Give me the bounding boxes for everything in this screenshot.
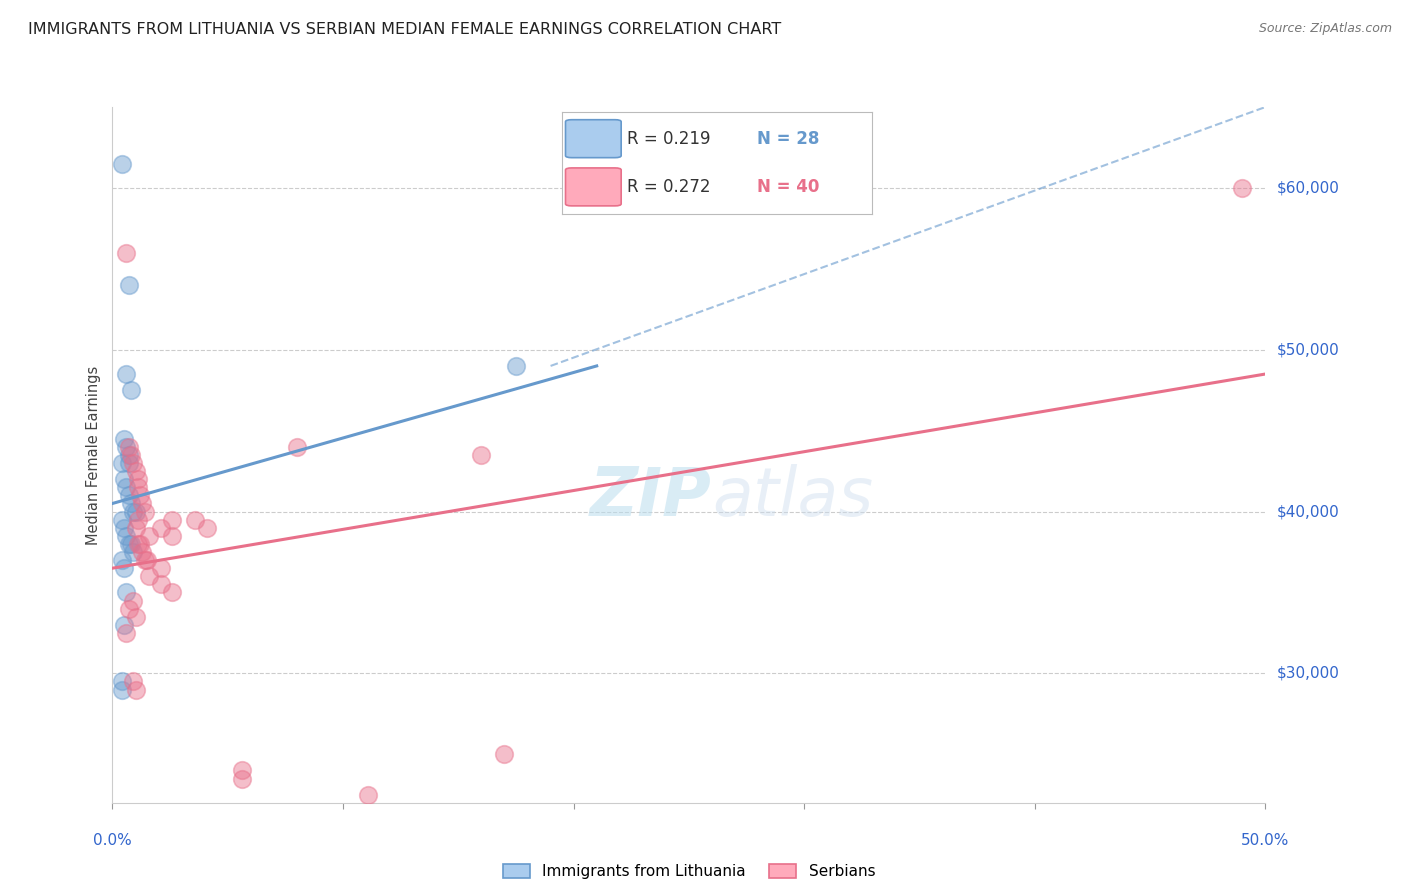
Point [124, 521, 146, 535]
Point [111, 553, 134, 567]
Point [129, 537, 152, 551]
Point [127, 513, 149, 527]
Text: $40,000: $40,000 [1277, 504, 1340, 519]
Point [117, 537, 139, 551]
Point [124, 504, 146, 518]
Text: 50.0%: 50.0% [1241, 833, 1289, 848]
Text: Source: ZipAtlas.com: Source: ZipAtlas.com [1258, 22, 1392, 36]
Point [117, 448, 139, 462]
Text: $30,000: $30,000 [1277, 665, 1340, 681]
Point [285, 440, 308, 454]
Point [111, 456, 134, 470]
Point [134, 553, 156, 567]
Point [122, 504, 145, 518]
Point [127, 472, 149, 486]
Point [162, 585, 184, 599]
Point [470, 448, 492, 462]
Point [162, 529, 184, 543]
Legend: Immigrants from Lithuania, Serbians: Immigrants from Lithuania, Serbians [496, 858, 882, 886]
Point [117, 278, 139, 293]
Point [117, 601, 139, 615]
FancyBboxPatch shape [565, 168, 621, 206]
FancyBboxPatch shape [565, 120, 621, 158]
Point [162, 513, 184, 527]
Point [195, 521, 218, 535]
Point [115, 245, 138, 260]
Point [112, 432, 135, 446]
Point [111, 513, 134, 527]
Point [131, 496, 153, 510]
Point [111, 674, 134, 689]
Point [131, 545, 153, 559]
Text: R = 0.272: R = 0.272 [627, 178, 711, 196]
Text: atlas: atlas [711, 464, 873, 530]
Point [134, 504, 156, 518]
Point [357, 788, 380, 802]
Point [184, 513, 207, 527]
Point [120, 537, 142, 551]
Point [231, 772, 253, 786]
Point [124, 682, 146, 697]
Point [127, 537, 149, 551]
Point [494, 747, 516, 762]
Text: 0.0%: 0.0% [93, 833, 132, 848]
Point [124, 609, 146, 624]
Point [115, 626, 138, 640]
Point [117, 456, 139, 470]
Text: ZIP: ZIP [591, 464, 711, 530]
Point [115, 367, 138, 381]
Point [112, 561, 135, 575]
Point [111, 156, 134, 170]
Point [138, 569, 160, 583]
Point [120, 383, 142, 397]
Point [111, 682, 134, 697]
Point [115, 529, 138, 543]
Text: IMMIGRANTS FROM LITHUANIA VS SERBIAN MEDIAN FEMALE EARNINGS CORRELATION CHART: IMMIGRANTS FROM LITHUANIA VS SERBIAN MED… [28, 22, 782, 37]
Point [127, 480, 149, 494]
Point [231, 764, 253, 778]
Point [136, 553, 159, 567]
Y-axis label: Median Female Earnings: Median Female Earnings [86, 366, 101, 544]
Point [115, 585, 138, 599]
Point [117, 488, 139, 502]
Point [120, 496, 142, 510]
Point [112, 521, 135, 535]
Text: $60,000: $60,000 [1277, 180, 1340, 195]
Point [115, 480, 138, 494]
Point [117, 440, 139, 454]
Point [122, 674, 145, 689]
Point [138, 529, 160, 543]
Text: N = 28: N = 28 [758, 129, 820, 148]
Point [112, 472, 135, 486]
Point [124, 464, 146, 478]
Point [149, 521, 172, 535]
Point [1232, 181, 1254, 195]
Text: R = 0.219: R = 0.219 [627, 129, 711, 148]
Point [120, 448, 142, 462]
Point [149, 561, 172, 575]
Point [115, 440, 138, 454]
Point [122, 545, 145, 559]
Point [112, 617, 135, 632]
Point [149, 577, 172, 591]
Text: $50,000: $50,000 [1277, 343, 1340, 358]
Point [122, 456, 145, 470]
Point [505, 359, 527, 373]
Point [122, 593, 145, 607]
Point [129, 488, 152, 502]
Text: N = 40: N = 40 [758, 178, 820, 196]
